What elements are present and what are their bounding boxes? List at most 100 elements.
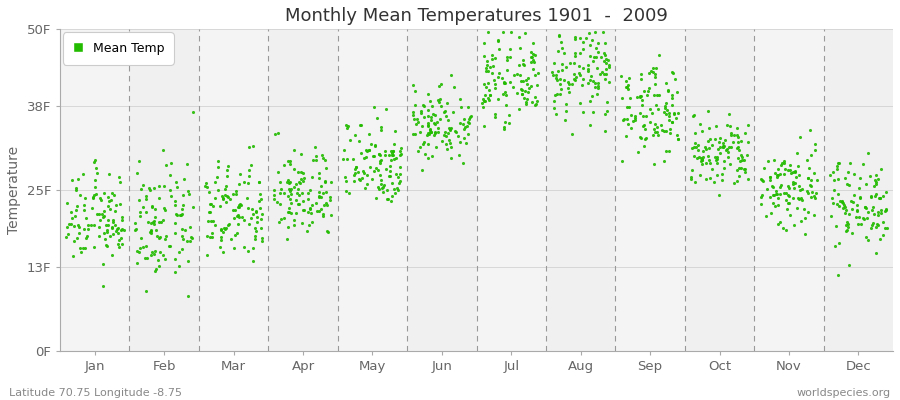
Point (646, 69, 661, 76)
Point (756, 178, 770, 184)
Point (241, 173, 256, 179)
Point (65, 215, 79, 222)
Point (200, 252, 214, 258)
Point (433, 95, 447, 102)
Point (131, 158, 146, 165)
Point (109, 202, 123, 208)
Point (734, 165, 749, 172)
Point (431, 125, 446, 131)
Point (873, 236, 887, 243)
Point (374, 176, 388, 183)
Point (337, 155, 351, 162)
Point (648, 81, 662, 88)
Point (482, 96, 496, 103)
Point (879, 189, 894, 195)
Point (804, 152, 818, 158)
Point (183, 238, 197, 244)
Point (342, 189, 356, 196)
Point (759, 213, 773, 220)
Point (775, 160, 789, 166)
Point (386, 152, 400, 158)
Point (162, 242, 176, 249)
Point (646, 92, 661, 98)
Point (722, 111, 736, 118)
Point (374, 157, 388, 163)
Point (591, 80, 606, 87)
Point (716, 177, 730, 184)
Point (362, 147, 376, 154)
Point (58, 234, 73, 240)
Point (311, 175, 326, 181)
Point (242, 167, 256, 173)
Point (379, 106, 393, 112)
Point (104, 224, 119, 231)
Point (871, 222, 886, 228)
Point (420, 132, 435, 138)
Point (835, 199, 850, 205)
Point (350, 169, 365, 176)
Point (254, 216, 268, 223)
Point (432, 99, 446, 106)
Point (765, 192, 779, 198)
Point (241, 248, 256, 254)
Point (520, 88, 535, 95)
Point (425, 103, 439, 110)
Point (387, 156, 401, 162)
Point (279, 179, 293, 185)
Point (481, 95, 495, 102)
Title: Monthly Mean Temperatures 1901  -  2009: Monthly Mean Temperatures 1901 - 2009 (285, 7, 668, 25)
Point (386, 148, 400, 154)
Point (281, 177, 295, 184)
Point (415, 166, 429, 173)
Point (670, 136, 685, 142)
Point (431, 128, 446, 135)
Point (645, 110, 660, 117)
Point (753, 200, 768, 207)
Point (143, 186, 157, 193)
Point (712, 139, 726, 145)
Point (408, 87, 422, 94)
Point (375, 189, 390, 195)
Point (230, 230, 245, 236)
Point (482, 64, 497, 70)
Point (175, 225, 189, 232)
Point (620, 82, 634, 88)
Point (864, 194, 878, 200)
Point (245, 206, 259, 212)
Point (178, 226, 193, 233)
Point (347, 132, 362, 138)
Point (153, 249, 167, 255)
Point (741, 122, 755, 128)
Point (583, 122, 598, 128)
Point (360, 181, 374, 187)
Point (312, 189, 327, 195)
Point (873, 210, 887, 216)
Point (800, 157, 814, 163)
Point (314, 194, 328, 200)
Point (346, 156, 360, 162)
Point (227, 215, 241, 221)
Point (284, 186, 298, 192)
Point (783, 162, 797, 168)
Point (220, 194, 235, 201)
Point (284, 210, 298, 216)
Point (548, 91, 562, 98)
Point (878, 206, 893, 212)
Point (858, 204, 872, 210)
Point (544, 69, 559, 76)
Point (386, 141, 400, 148)
Point (152, 263, 166, 270)
Point (229, 232, 243, 238)
Point (176, 192, 191, 198)
Point (373, 160, 387, 166)
Point (806, 189, 820, 196)
Point (839, 222, 853, 228)
Point (213, 227, 228, 233)
Point (437, 109, 452, 116)
Point (246, 211, 260, 217)
Point (456, 121, 471, 127)
Point (496, 29, 510, 36)
Point (621, 121, 635, 127)
Point (316, 155, 330, 161)
Point (393, 178, 408, 184)
